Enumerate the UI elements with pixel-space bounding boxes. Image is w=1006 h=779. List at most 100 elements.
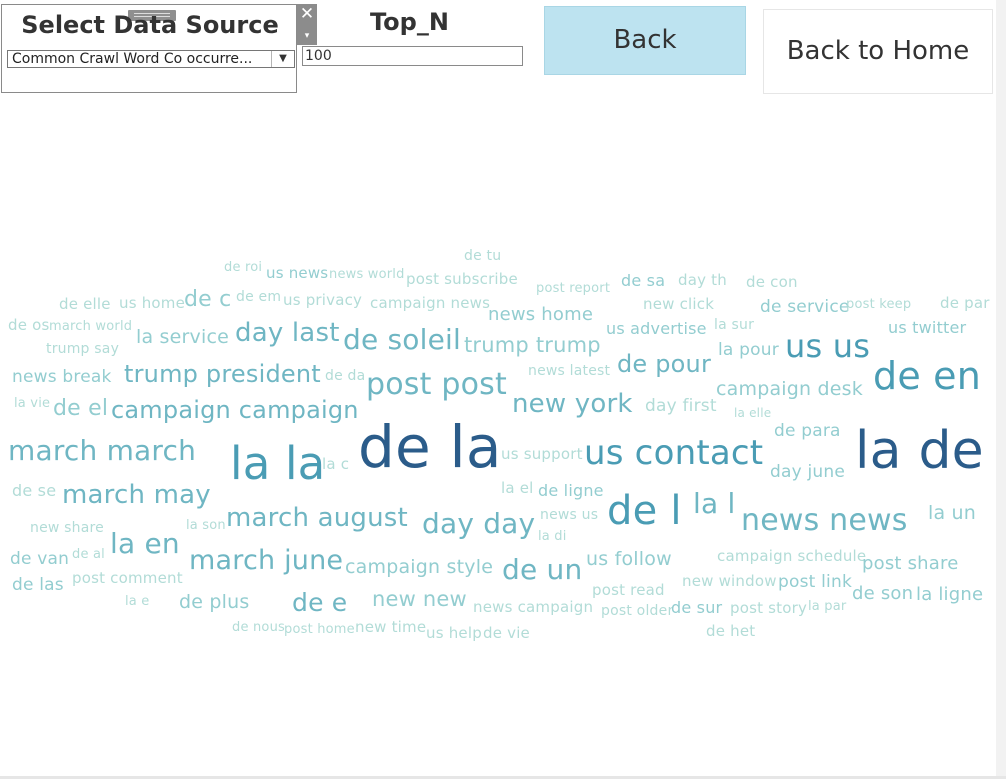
word-cloud-word[interactable]: news news xyxy=(741,503,908,538)
word-cloud-word[interactable]: la par xyxy=(808,599,847,614)
word-cloud-word[interactable]: la pour xyxy=(718,340,779,360)
word-cloud-word[interactable]: us advertise xyxy=(606,319,707,338)
word-cloud-word[interactable]: march may xyxy=(62,480,211,510)
word-cloud-word[interactable]: de het xyxy=(706,622,756,640)
word-cloud-word[interactable]: de se xyxy=(12,481,57,500)
word-cloud-word[interactable]: de el xyxy=(53,396,109,421)
word-cloud-word[interactable]: de en xyxy=(873,354,982,398)
word-cloud-word[interactable]: post read xyxy=(592,581,665,599)
word-cloud-word[interactable]: post older xyxy=(601,603,674,619)
word-cloud-word[interactable]: news break xyxy=(12,367,112,387)
word-cloud-word[interactable]: la c xyxy=(322,455,350,473)
word-cloud-word[interactable]: la service xyxy=(136,326,230,348)
word-cloud-word[interactable]: de un xyxy=(502,553,583,586)
word-cloud-word[interactable]: campaign style xyxy=(345,556,494,578)
word-cloud-word[interactable]: de con xyxy=(746,273,798,291)
word-cloud-word[interactable]: campaign news xyxy=(370,294,491,312)
word-cloud-word[interactable]: march march xyxy=(8,434,197,467)
close-icon[interactable]: ✕ xyxy=(299,4,315,23)
word-cloud-word[interactable]: la un xyxy=(928,502,977,524)
drag-handle[interactable] xyxy=(128,10,176,21)
word-cloud-word[interactable]: la l xyxy=(693,487,736,520)
word-cloud-word[interactable]: march august xyxy=(226,503,408,533)
word-cloud-word[interactable]: us privacy xyxy=(283,291,363,309)
word-cloud-word[interactable]: de para xyxy=(774,421,841,441)
word-cloud-word[interactable]: day day xyxy=(422,507,536,540)
word-cloud-word[interactable]: news latest xyxy=(528,363,611,379)
word-cloud-word[interactable]: de da xyxy=(325,368,366,384)
word-cloud-word[interactable]: post share xyxy=(862,553,959,574)
word-cloud-word[interactable]: de plus xyxy=(179,591,250,613)
dropdown-arrow-icon[interactable]: ▼ xyxy=(271,51,294,67)
word-cloud-word[interactable]: de par xyxy=(940,294,990,312)
word-cloud-word[interactable]: new new xyxy=(372,587,467,611)
word-cloud-word[interactable]: de tu xyxy=(464,248,502,264)
word-cloud-word[interactable]: day th xyxy=(678,271,727,289)
word-cloud-word[interactable]: us contact xyxy=(584,433,764,473)
word-cloud-word[interactable]: de roi xyxy=(224,260,263,275)
word-cloud-word[interactable]: de sur xyxy=(671,598,723,617)
word-cloud-word[interactable]: de son xyxy=(852,583,914,604)
word-cloud-word[interactable]: news us xyxy=(540,507,599,523)
word-cloud-word[interactable]: de os xyxy=(8,316,50,334)
word-cloud-word[interactable]: post report xyxy=(536,281,611,296)
word-cloud-word[interactable]: day first xyxy=(645,396,717,416)
word-cloud-word[interactable]: trump president xyxy=(124,360,321,388)
word-cloud-word[interactable]: new window xyxy=(682,572,777,590)
word-cloud-word[interactable]: de elle xyxy=(59,295,111,313)
more-options-icon[interactable]: ▾ xyxy=(304,30,310,40)
word-cloud-word[interactable]: post home xyxy=(284,622,355,637)
word-cloud-word[interactable]: de las xyxy=(12,575,64,595)
word-cloud-word[interactable]: de nous xyxy=(232,620,285,635)
word-cloud-word[interactable]: march june xyxy=(189,545,344,576)
word-cloud-word[interactable]: campaign campaign xyxy=(111,396,359,424)
word-cloud-word[interactable]: post post xyxy=(366,367,507,402)
word-cloud-word[interactable]: la ligne xyxy=(916,584,984,605)
word-cloud-word[interactable]: new york xyxy=(512,389,633,419)
word-cloud-word[interactable]: us us xyxy=(785,327,871,365)
word-cloud-word[interactable]: la sur xyxy=(714,317,755,333)
word-cloud-word[interactable]: new click xyxy=(643,295,715,313)
word-cloud-word[interactable]: la di xyxy=(538,529,567,544)
word-cloud-word[interactable]: new time xyxy=(355,618,427,636)
word-cloud-word[interactable]: news campaign xyxy=(473,598,594,616)
word-cloud-word[interactable]: us home xyxy=(119,294,186,312)
word-cloud-word[interactable]: post story xyxy=(730,599,808,617)
word-cloud-word[interactable]: us twitter xyxy=(888,318,967,337)
word-cloud-word[interactable]: campaign desk xyxy=(716,378,863,400)
word-cloud-word[interactable]: post comment xyxy=(72,569,183,587)
word-cloud-word[interactable]: la son xyxy=(186,518,226,533)
word-cloud-word[interactable]: de sa xyxy=(621,271,666,290)
word-cloud-word[interactable]: de ligne xyxy=(538,481,604,500)
word-cloud-word[interactable]: post link xyxy=(778,572,852,592)
word-cloud-word[interactable]: de l xyxy=(607,488,682,534)
top-n-input[interactable] xyxy=(302,46,523,66)
word-cloud-word[interactable]: la vie xyxy=(14,396,51,411)
word-cloud-word[interactable]: de c xyxy=(184,287,232,312)
word-cloud-word[interactable]: de soleil xyxy=(343,323,461,356)
word-cloud-word[interactable]: la en xyxy=(110,527,180,560)
word-cloud-word[interactable]: la la xyxy=(230,437,326,490)
word-cloud-word[interactable]: de van xyxy=(10,549,70,569)
word-cloud-word[interactable]: us follow xyxy=(586,548,672,570)
word-cloud-word[interactable]: trump say xyxy=(46,341,120,357)
word-cloud-word[interactable]: day june xyxy=(770,462,846,482)
word-cloud-word[interactable]: us support xyxy=(501,445,583,463)
word-cloud-word[interactable]: campaign schedule xyxy=(717,547,867,565)
word-cloud-word[interactable]: news world xyxy=(329,267,405,282)
word-cloud-word[interactable]: march world xyxy=(49,319,133,334)
word-cloud-word[interactable]: la elle xyxy=(734,406,772,420)
data-source-dropdown[interactable]: Common Crawl Word Co occurre... ▼ xyxy=(7,50,295,68)
word-cloud-word[interactable]: de la xyxy=(358,413,502,481)
word-cloud-word[interactable]: la e xyxy=(125,594,150,609)
word-cloud-word[interactable]: de vie xyxy=(483,624,530,642)
word-cloud-word[interactable]: us help xyxy=(426,624,482,642)
word-cloud-word[interactable]: news home xyxy=(488,304,594,325)
back-button[interactable]: Back xyxy=(544,6,746,75)
word-cloud-word[interactable]: la el xyxy=(501,479,534,497)
word-cloud-word[interactable]: post keep xyxy=(846,297,912,312)
word-cloud-word[interactable]: post subscribe xyxy=(406,270,518,288)
word-cloud-word[interactable]: us news xyxy=(266,264,329,282)
word-cloud-word[interactable]: de al xyxy=(72,547,105,562)
back-to-home-button[interactable]: Back to Home xyxy=(763,9,993,94)
